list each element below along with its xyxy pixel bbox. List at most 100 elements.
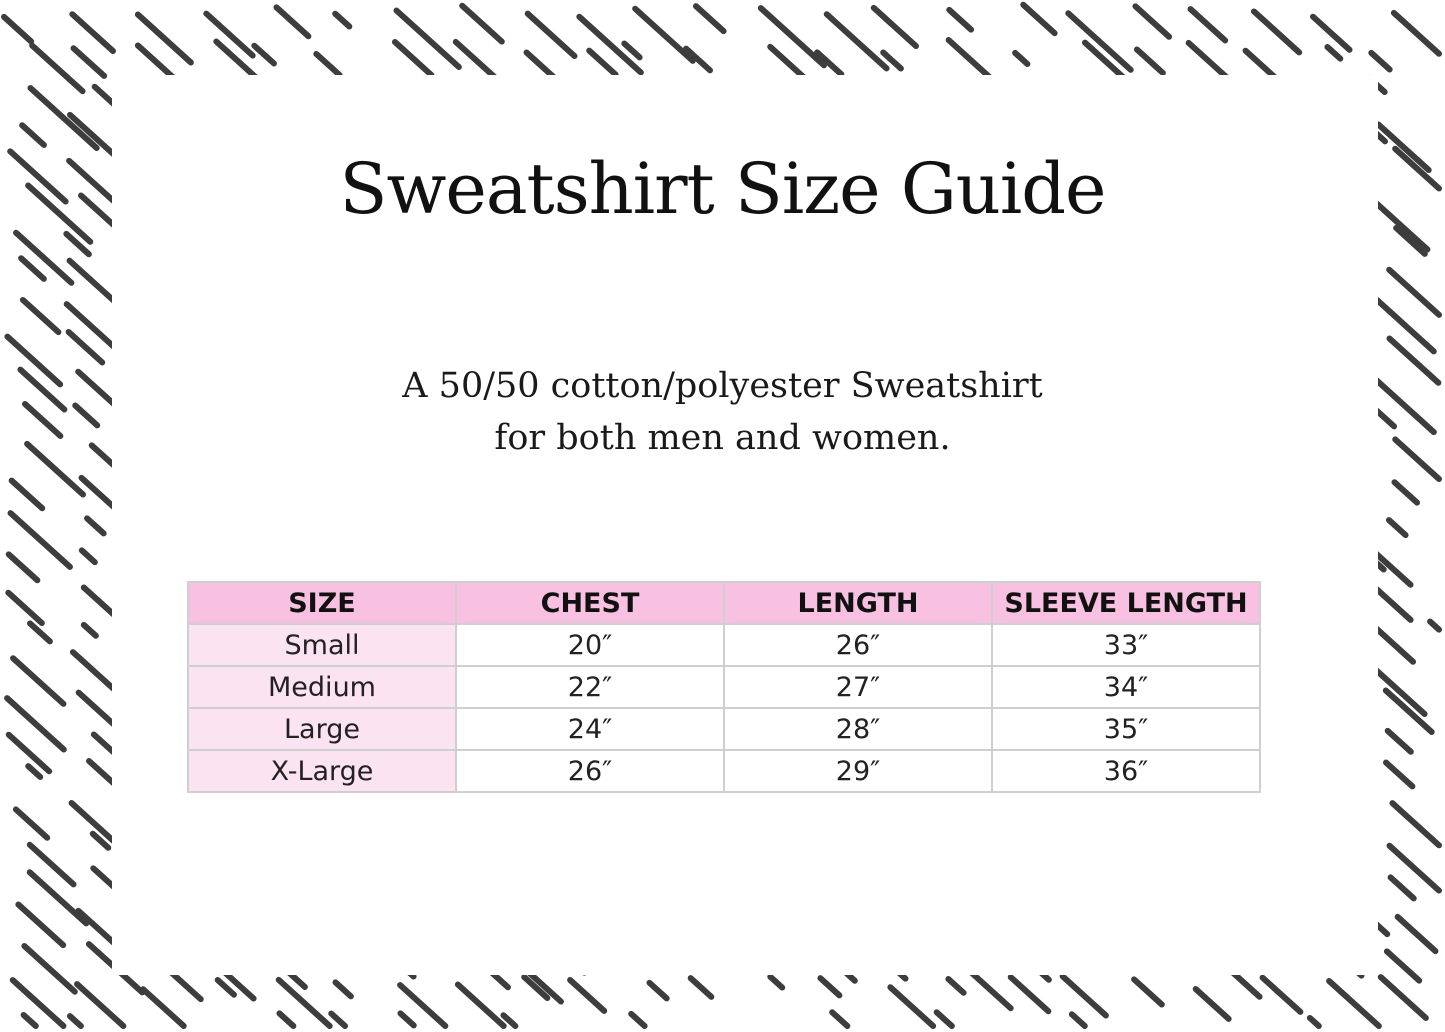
pattern-dash [757, 5, 827, 69]
pattern-dash [21, 942, 78, 995]
pattern-dash [628, 1010, 648, 1029]
pattern-dash [19, 296, 62, 336]
pattern-dash [632, 5, 696, 64]
pattern-dash [687, 975, 715, 1000]
pattern-dash [946, 6, 975, 33]
pattern-dash [27, 85, 100, 151]
cell-length: 26″ [723, 623, 993, 667]
cell-sleeve: 33″ [991, 623, 1261, 667]
pattern-dash [80, 621, 99, 639]
pattern-dash [12, 806, 51, 841]
pattern-dash [78, 192, 119, 230]
pattern-dash [1324, 43, 1344, 62]
pattern-dash [521, 974, 551, 1001]
pattern-dash [5, 551, 41, 584]
pattern-dash [567, 977, 608, 1014]
pattern-dash [1392, 145, 1442, 192]
pattern-dash [459, 2, 505, 45]
cell-chest: 26″ [455, 749, 725, 793]
pattern-dash [1386, 266, 1442, 318]
pattern-dash [1367, 661, 1428, 718]
pattern-dash [1132, 3, 1173, 40]
pattern-dash [1375, 121, 1432, 174]
pattern-dash [9, 977, 67, 1029]
page-title: Sweatshirt Size Guide [339, 148, 1107, 230]
pattern-dash [1390, 9, 1442, 57]
table-header-row: SIZE CHEST LENGTH SLEEVE LENGTH [187, 581, 1261, 625]
cell-length: 28″ [723, 707, 993, 751]
header-length: LENGTH [723, 581, 993, 625]
pattern-dash [621, 40, 643, 61]
pattern-dash [27, 620, 53, 645]
pattern-dash [1012, 49, 1031, 68]
cell-size: Medium [187, 665, 457, 709]
pattern-dash [17, 366, 68, 413]
table-row: Small 20″ 26″ 33″ [187, 623, 1261, 667]
pattern-dash [1, 13, 35, 45]
cell-size: Large [187, 707, 457, 751]
pattern-dash [74, 981, 127, 1029]
pattern-dash [817, 975, 843, 999]
pattern-dash [683, 45, 713, 74]
pattern-dash [72, 402, 101, 429]
pattern-dash [18, 255, 47, 282]
pattern-dash [1394, 913, 1439, 955]
pattern-dash [945, 975, 967, 996]
pattern-dash [10, 655, 67, 707]
pattern-dash [1192, 985, 1232, 1022]
pattern-dash [4, 333, 64, 388]
pattern-dash [89, 830, 112, 851]
pattern-dash [13, 229, 75, 286]
pattern-dash [1386, 517, 1409, 539]
pattern-dash [1309, 13, 1353, 53]
subtitle-line: A 50/50 cotton/polyester Sweatshirt [402, 366, 1043, 406]
pattern-dash [586, 47, 619, 78]
pattern-dash [5, 731, 53, 775]
pattern-dash [69, 11, 116, 55]
pattern-dash [29, 42, 86, 95]
pattern-dash [26, 869, 90, 927]
pattern-dash [646, 979, 670, 1002]
pattern-dash [1386, 335, 1442, 386]
pattern-dash [1377, 974, 1429, 1021]
pattern-dash [1306, 1014, 1322, 1029]
cell-sleeve: 35″ [991, 707, 1261, 751]
pattern-dash [78, 547, 98, 566]
pattern-dash [887, 984, 937, 1029]
pattern-dash [1392, 436, 1442, 483]
pattern-dash [1065, 10, 1134, 73]
subtitle-line: for both men and women. [494, 418, 951, 458]
pattern-dash [1373, 296, 1437, 355]
header-size: SIZE [187, 581, 457, 625]
pattern-dash [1059, 973, 1109, 1019]
cell-chest: 22″ [455, 665, 725, 709]
pattern-dash [63, 301, 118, 350]
pattern-dash [4, 695, 67, 753]
pattern-dash [251, 42, 277, 67]
pattern-dash [576, 13, 644, 76]
pattern-dash [63, 230, 92, 258]
cell-sleeve: 34″ [991, 665, 1261, 709]
pattern-dash [870, 4, 919, 50]
header-sleeve-length: SLEEVE LENGTH [991, 581, 1261, 625]
pattern-dash [393, 7, 462, 70]
pattern-dash [25, 182, 94, 245]
pattern-dash [500, 1012, 519, 1029]
header-chest: CHEST [455, 581, 725, 625]
pattern-dash [66, 1013, 84, 1029]
pattern-dash [391, 39, 435, 79]
pattern-dash [524, 10, 578, 60]
pattern-dash [15, 901, 67, 949]
pattern-dash [328, 1010, 349, 1029]
size-table: SIZE CHEST LENGTH SLEEVE LENGTH Small 20… [187, 581, 1261, 793]
pattern-dash [275, 976, 333, 1029]
pattern-dash [1386, 842, 1442, 894]
subtitle: A 50/50 cotton/polyester Sweatshirt for … [0, 360, 1445, 464]
pattern-dash [1133, 46, 1166, 76]
pattern-dash [1384, 727, 1414, 755]
pattern-dash [1368, 546, 1414, 588]
pattern-dash [1326, 977, 1382, 1029]
pattern-dash [332, 979, 354, 1000]
pattern-dash [70, 45, 108, 79]
pattern-dash [1368, 49, 1393, 73]
